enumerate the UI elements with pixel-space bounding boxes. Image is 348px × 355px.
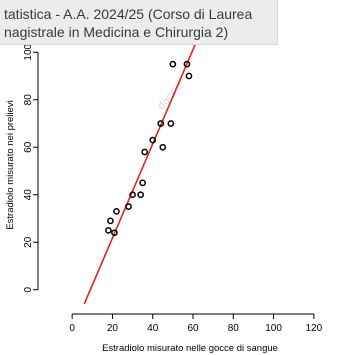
y-tick-label: 60 <box>23 141 34 153</box>
y-axis: 0 20 40 60 80 100 <box>23 43 39 293</box>
data-point <box>149 136 157 144</box>
regression-line <box>83 11 210 305</box>
data-points <box>105 29 193 237</box>
x-axis: 0 20 40 60 80 100 120 <box>69 313 323 334</box>
x-tick-label: 0 <box>69 323 75 334</box>
x-tick-label: 20 <box>107 323 119 334</box>
data-point <box>157 120 165 127</box>
data-point <box>111 229 118 237</box>
x-axis-title: Estradiolo misurato nelle gocce di sangu… <box>102 343 278 354</box>
y-tick-label: 20 <box>23 236 34 248</box>
data-point <box>125 203 132 210</box>
data-point <box>167 120 175 127</box>
data-point <box>129 191 136 199</box>
data-point <box>105 227 112 234</box>
x-tick-label: 40 <box>147 323 159 334</box>
data-point <box>159 143 167 151</box>
data-point <box>139 179 147 187</box>
y-tick-label: 40 <box>23 189 34 201</box>
y-tick-label: 0 <box>23 287 34 293</box>
data-point <box>185 72 193 80</box>
x-tick-label: 80 <box>228 323 240 334</box>
x-tick-label: 60 <box>187 323 199 334</box>
regression-line-group <box>83 11 210 305</box>
x-tick-label: 120 <box>305 323 322 334</box>
data-point <box>137 191 144 199</box>
banner-line-2: nagistrale in Medicina e Chirurgia 2) <box>4 24 229 40</box>
data-point <box>107 217 114 225</box>
y-axis-title: Estradiolo misurato nei prelievi <box>5 100 16 229</box>
data-point <box>183 60 191 68</box>
y-tick-label: 100 <box>23 43 34 60</box>
data-point <box>141 148 149 156</box>
watermark: docs.it <box>155 80 185 112</box>
data-point <box>169 60 177 68</box>
x-tick-label: 100 <box>265 323 282 334</box>
banner-line-1: tatistica - A.A. 2024/25 (Corso di Laure… <box>4 6 253 22</box>
data-point <box>113 208 120 215</box>
y-tick-label: 80 <box>23 94 34 106</box>
window-title-banner: tatistica - A.A. 2024/25 (Corso di Laure… <box>0 0 278 45</box>
